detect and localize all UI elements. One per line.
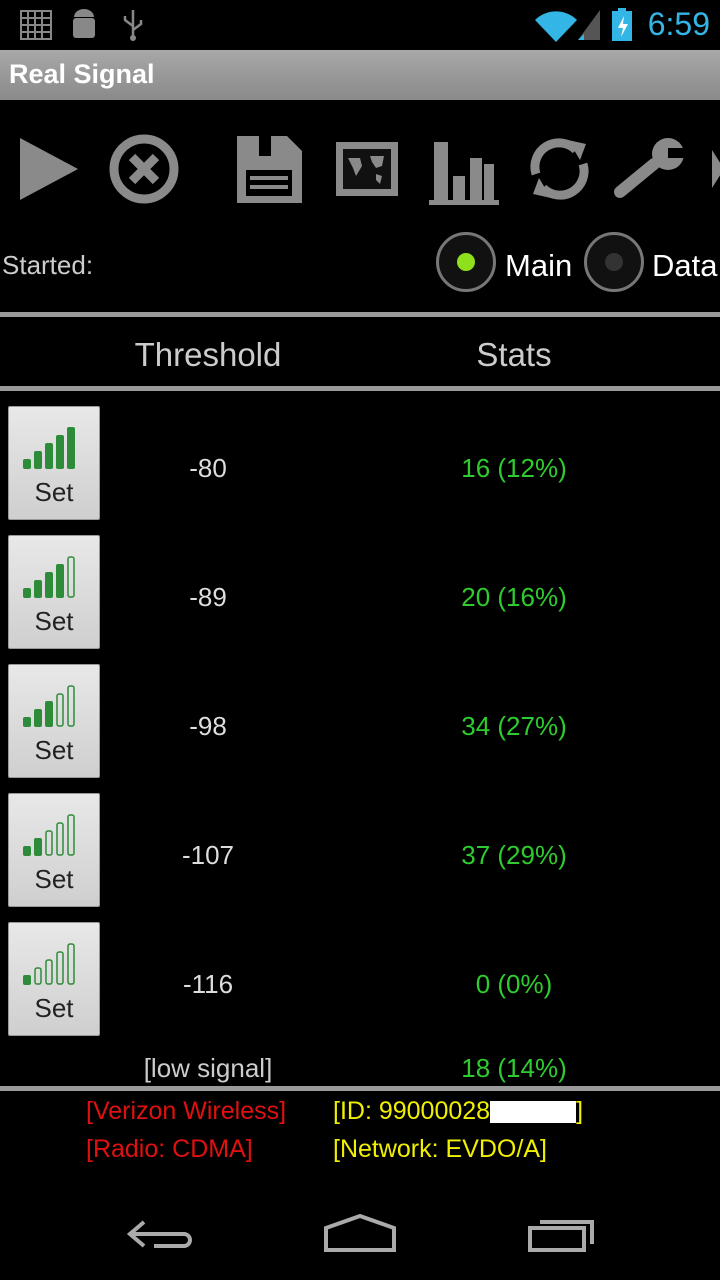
refresh-icon[interactable] [522, 130, 597, 208]
low-signal-stats: 18 (14%) [461, 1053, 567, 1083]
low-signal-label: [low signal] [143, 1053, 273, 1083]
stats-value: 16 (12%) [461, 453, 567, 483]
threshold-header: Threshold [134, 336, 282, 373]
radio-main-label: Main [505, 248, 573, 283]
set-button[interactable]: Set [8, 793, 100, 907]
wifi-icon [535, 11, 577, 42]
radio-data[interactable] [584, 232, 644, 292]
set-button-label: Set [34, 606, 74, 636]
stop-icon[interactable] [106, 130, 181, 208]
signal-strength-icon [23, 556, 75, 598]
signal-strength-icon [23, 685, 75, 727]
threshold-value: -98 [189, 711, 227, 741]
set-button[interactable]: Set [8, 664, 100, 778]
stats-value: 0 (0%) [475, 969, 553, 999]
chart-icon[interactable] [426, 130, 501, 208]
title-bar: Real Signal [0, 50, 720, 100]
set-button-label: Set [34, 735, 74, 765]
divider [0, 1086, 720, 1091]
started-label: Started: [2, 250, 94, 280]
clock: 6:59 [647, 6, 710, 42]
signal-strength-icon [23, 814, 75, 856]
divider [0, 312, 720, 317]
set-button[interactable]: Set [8, 535, 100, 649]
save-icon[interactable] [232, 130, 307, 208]
home-icon[interactable] [322, 1212, 398, 1254]
battery-charging-icon [612, 8, 632, 41]
stats-header: Stats [476, 336, 552, 373]
carrier-label: [Verizon Wireless] [86, 1097, 287, 1125]
redaction [490, 1101, 577, 1124]
device-id: [ID: 99000028] [333, 1097, 583, 1126]
back-icon[interactable] [124, 1212, 196, 1254]
signal-strength-icon [23, 943, 75, 985]
status-bar: 6:59 [0, 0, 720, 50]
threshold-value: -107 [181, 840, 235, 870]
settings-wrench-icon[interactable] [612, 130, 687, 208]
cell-signal-icon [578, 10, 600, 40]
map-icon[interactable] [330, 130, 405, 208]
threshold-value: -89 [189, 582, 227, 612]
radio-data-label: Data [652, 248, 718, 283]
set-button[interactable]: Set [8, 406, 100, 520]
radio-type: [Radio: CDMA] [86, 1135, 253, 1163]
stats-value: 34 (27%) [461, 711, 567, 741]
threshold-value: -116 [182, 969, 234, 999]
device-id-end: ] [576, 1097, 584, 1125]
set-button-label: Set [34, 993, 74, 1023]
signal-strength-icon [23, 427, 75, 469]
stats-value: 37 (29%) [461, 840, 567, 870]
grid-icon [20, 10, 52, 40]
divider [0, 386, 720, 391]
threshold-value: -80 [189, 453, 227, 483]
play-icon[interactable] [14, 130, 89, 208]
android-debug-icon [73, 9, 95, 38]
recents-icon[interactable] [526, 1214, 598, 1254]
app-title: Real Signal [9, 59, 155, 89]
stats-value: 20 (16%) [461, 582, 567, 612]
set-button[interactable]: Set [8, 922, 100, 1036]
set-button-label: Set [34, 864, 74, 894]
device-id-text: [ID: 99000028 [333, 1097, 491, 1125]
set-button-label: Set [34, 477, 74, 507]
more-icon[interactable] [708, 130, 720, 208]
radio-main[interactable] [436, 232, 496, 292]
usb-icon [123, 10, 143, 41]
network-type: [Network: EVDO/A] [333, 1135, 547, 1163]
